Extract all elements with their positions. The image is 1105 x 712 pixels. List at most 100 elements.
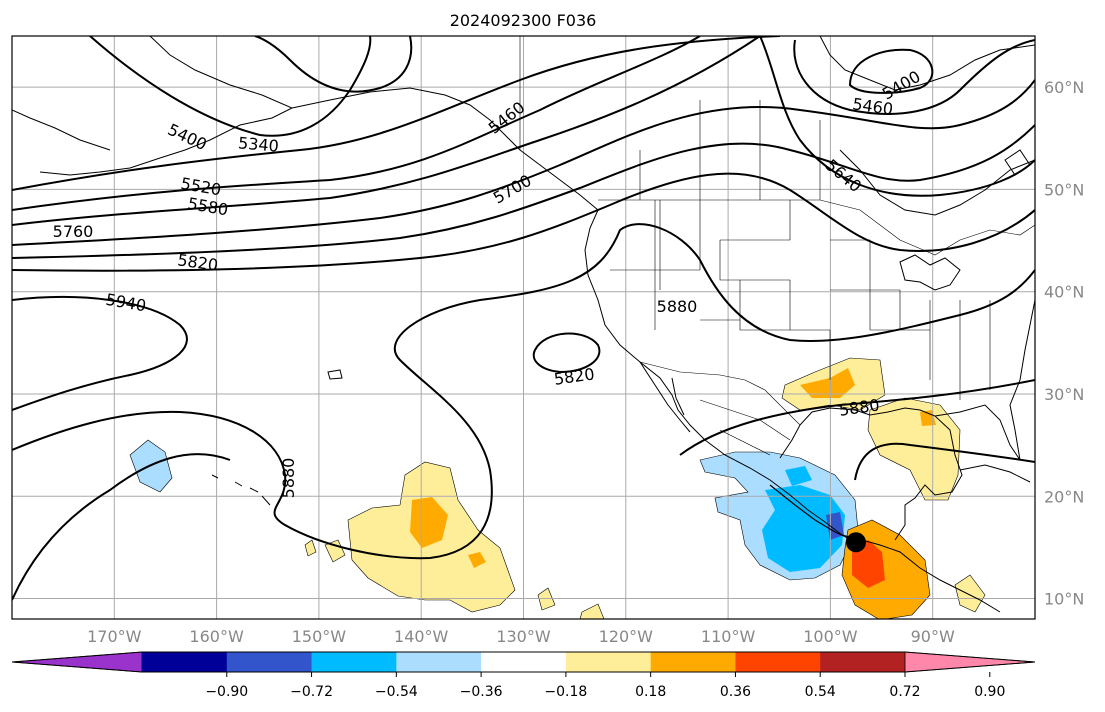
positive-anomaly-central-america [954, 574, 986, 613]
longitude-tick-label: 170°W [87, 627, 142, 646]
contour-line [12, 36, 761, 226]
contour-label: 5880 [657, 297, 698, 316]
positive-anomaly-islet [324, 539, 346, 563]
longitude-tick-label: 120°W [599, 627, 654, 646]
colorbar-tick-label: 0.54 [805, 684, 836, 700]
longitude-tick-label: 110°W [701, 627, 756, 646]
florida [934, 404, 1021, 461]
alaska-peninsula-west [12, 109, 111, 151]
east-coast [1009, 299, 1035, 461]
latitude-tick-label: 10°N [1044, 590, 1084, 609]
longitude-tick-label: 130°W [496, 627, 551, 646]
colorbar-tick-label: −0.90 [205, 684, 248, 700]
contour-line [12, 453, 231, 601]
contour-line [12, 36, 781, 191]
longitude-tick-label: 160°W [189, 627, 244, 646]
latitude-tick-label: 50°N [1044, 180, 1084, 199]
alaska-coast [39, 36, 599, 211]
colorbar-outline [11, 651, 1036, 673]
colorbar-tick-label: 0.72 [889, 684, 920, 700]
positive-anomaly-islet [304, 539, 317, 557]
latitude-tick-label: 40°N [1044, 283, 1084, 302]
colorbar-tick-label: −0.36 [460, 684, 503, 700]
colorbar-segment [565, 652, 652, 672]
longitude-tick-label: 140°W [394, 627, 449, 646]
positive-anomaly-islet [579, 603, 605, 619]
latitude-labels: 60°N 50°N 40°N 30°N 20°N 10°N [1044, 78, 1084, 608]
height-contours [12, 36, 1035, 601]
strong-positive-anomaly-small [468, 552, 486, 568]
colorbar-tick-label: 0.18 [635, 684, 666, 700]
west-coast-north-america [584, 209, 1001, 613]
latitude-tick-label: 60°N [1044, 78, 1084, 97]
colorbar-tick-label: 0.36 [720, 684, 751, 700]
colorbar-extend-low [11, 651, 143, 673]
contour-label: 5760 [53, 222, 94, 241]
anomaly-shading [129, 357, 986, 619]
colorbar-tick-label: −0.72 [290, 684, 333, 700]
hudson-region-coast [819, 36, 1035, 91]
colorbar-segment [396, 652, 482, 672]
colorbar-segment [142, 652, 228, 672]
contour-line [12, 124, 1035, 259]
colorbar-extend-high [904, 651, 1036, 673]
contour-line [12, 79, 1035, 246]
contour-line [12, 36, 701, 211]
longitude-labels: 170°W 160°W 150°W 140°W 130°W 120°W 110°W 100°W… [87, 627, 955, 646]
contour-line [89, 36, 372, 137]
contour-line [254, 36, 413, 93]
coastlines [12, 36, 1035, 613]
us-canada-border [598, 199, 1035, 256]
colorbar: −0.90 −0.72 −0.54 −0.36 −0.18 0.18 0.36 0.54 0.7… [11, 651, 1036, 700]
gridlines [12, 36, 1035, 619]
strong-positive-anomaly-central-pacific [410, 497, 448, 548]
longitude-tick-label: 90°W [911, 627, 955, 646]
contour-label: 5880 [279, 458, 298, 499]
colorbar-segment [650, 652, 736, 672]
great-lakes [899, 254, 961, 291]
contour-line [854, 442, 1035, 481]
storm-track-line [769, 484, 849, 539]
hawaii-islands [211, 474, 271, 506]
moderate-negative-anomaly-small [785, 466, 812, 486]
contour-line [848, 48, 934, 94]
canada-province-lines [639, 100, 821, 200]
colorbar-tick-label: −0.54 [375, 684, 418, 700]
storm-center-marker [845, 532, 866, 553]
us-mexico-border [639, 361, 801, 426]
map-frame [11, 35, 1036, 620]
colorbar-tick-label: −0.18 [544, 684, 587, 700]
positive-anomaly-gulf [867, 397, 961, 501]
longitude-tick-label: 150°W [292, 627, 347, 646]
contour-label: 5340 [237, 133, 279, 155]
strong-positive-anomaly-texas [800, 368, 855, 398]
baja-california [639, 361, 691, 433]
map-title: 2024092300 F036 [450, 11, 597, 30]
moderate-negative-anomaly-mexico [762, 485, 845, 572]
strong-positive-anomaly-gulf [920, 410, 936, 426]
colorbar-segment [481, 652, 567, 672]
pacific-islet [327, 369, 343, 380]
cuba [959, 464, 1031, 483]
contour-line [12, 296, 188, 411]
latitude-tick-label: 30°N [1044, 385, 1084, 404]
strong-positive-anomaly-southern-mexico [852, 540, 885, 588]
contour-line [793, 39, 1035, 115]
hudson-bay [839, 149, 1035, 216]
colorbar-segment [311, 652, 397, 672]
contour-line [12, 172, 1035, 272]
storm-track [769, 484, 866, 553]
contour-line [679, 379, 1035, 456]
colorbar-segment [226, 652, 313, 672]
contour-line [759, 36, 1035, 197]
contour-line [12, 223, 1035, 560]
latitude-tick-label: 20°N [1044, 487, 1084, 506]
colorbar-tick-label: 0.90 [974, 684, 1005, 700]
contour-labels: 5460 5340 5400 5460 5400 5520 5580 5760 … [53, 67, 924, 499]
colorbar-segment [820, 652, 906, 672]
longitude-tick-label: 100°W [803, 627, 858, 646]
map-panel: 5460 5340 5400 5460 5400 5520 5580 5760 … [12, 36, 1035, 619]
colorbar-segment [735, 652, 821, 672]
contour-line [532, 332, 601, 374]
